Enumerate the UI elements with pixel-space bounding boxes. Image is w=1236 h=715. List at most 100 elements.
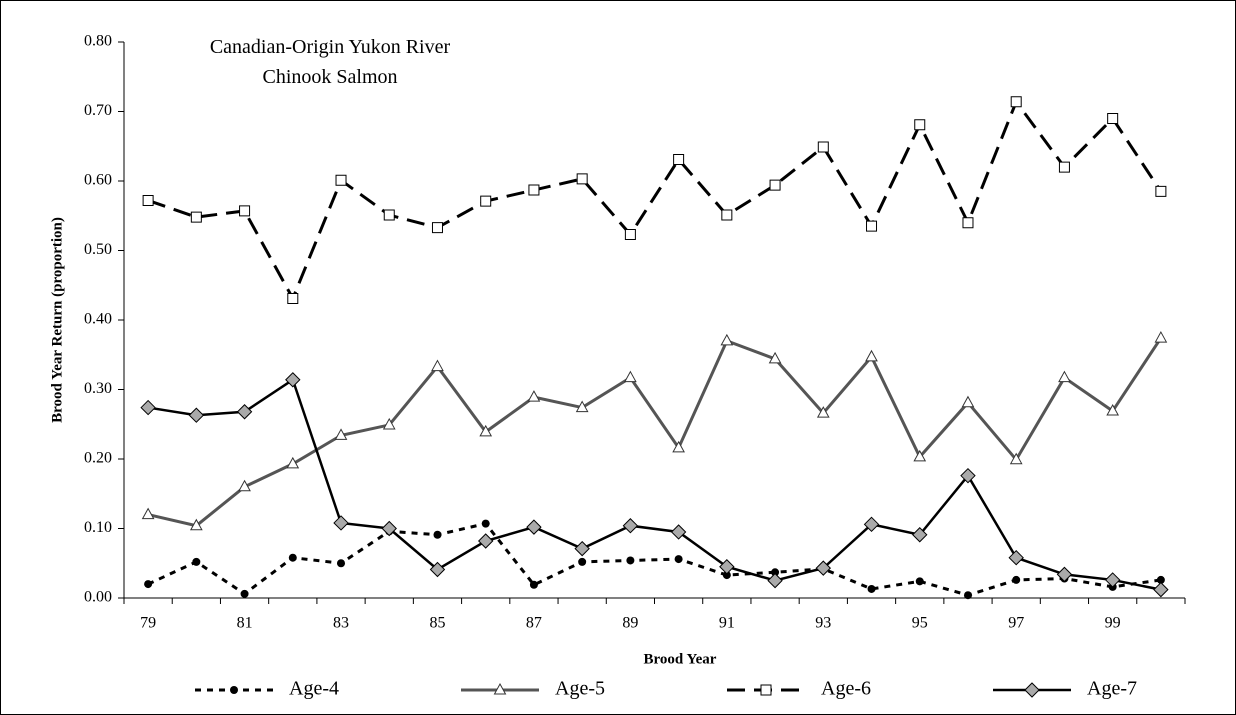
point [767,572,783,589]
point [576,173,588,185]
point [1153,581,1169,598]
point [1155,185,1167,197]
point [334,428,348,440]
point [142,194,154,206]
point [721,209,733,221]
point [626,556,635,565]
point [383,209,395,221]
y-tick-label: 0.00 [84,589,112,606]
point [1012,575,1021,584]
y-tick-label: 0.80 [84,33,112,50]
x-tick-label: 79 [140,615,156,632]
legend-marker [230,686,238,694]
point [863,516,880,533]
point [817,141,829,153]
x-tick-label: 87 [526,615,542,632]
y-tick-label: 0.70 [84,102,112,119]
point [240,589,249,598]
point [239,205,251,217]
point [144,580,153,589]
point [1009,452,1023,465]
y-tick-label: 0.20 [84,450,112,467]
point [1058,370,1071,383]
point [477,533,494,549]
point [1154,331,1168,343]
y-tick-label: 0.60 [84,172,112,189]
point [189,518,203,531]
y-tick-label: 0.50 [84,241,112,258]
point [433,530,442,539]
point [1104,572,1121,588]
legend-label: Age-4 [289,678,339,700]
y-axis-title: Brood Year Return (proportion) [49,217,65,423]
point [1058,161,1070,173]
point [574,540,590,557]
point [771,568,780,577]
point [141,507,155,520]
point [914,119,926,131]
point [768,351,782,364]
point [624,229,636,241]
x-tick-label: 85 [429,615,445,632]
point [865,349,878,362]
point [624,370,637,383]
point [575,400,589,413]
legend-label: Age-6 [821,678,871,700]
x-tick-label: 89 [622,615,638,632]
point [382,417,396,430]
point [915,577,924,586]
point [1107,112,1119,124]
point [674,555,683,564]
x-tick-label: 95 [912,615,928,632]
point [912,527,928,543]
point [528,184,540,196]
point [670,524,687,540]
x-tick-label: 99 [1105,615,1121,632]
chart-title: Canadian-Origin Yukon River Chinook Salm… [209,36,451,88]
legend-label: Age-5 [555,678,605,700]
point [1056,566,1073,583]
point [1156,575,1165,584]
legend-label: Age-7 [1087,678,1137,700]
point [285,372,301,388]
point [913,449,927,462]
point [673,153,685,165]
point [1008,549,1024,566]
point [1106,404,1120,416]
x-axis-title: Brood Year [644,651,717,667]
point [867,584,876,593]
point [960,467,976,484]
y-tick-label: 0.30 [84,380,112,397]
point [578,557,587,566]
point [526,519,542,535]
x-tick-label: 97 [1008,615,1024,632]
legend-marker [493,682,507,695]
point [286,456,300,469]
point [429,561,446,578]
point [192,557,201,566]
x-tick-label: 91 [719,615,735,632]
legend-marker [760,684,772,696]
point [381,520,397,537]
y-tick-label: 0.40 [84,311,112,328]
point [287,292,299,304]
point [1010,96,1022,108]
point [961,395,975,408]
point [238,479,251,492]
legend-marker [1024,682,1040,698]
series-line [147,521,1162,597]
point [962,217,974,229]
point [816,406,830,418]
x-tick-label: 81 [237,615,253,632]
point [866,220,878,232]
series-line [147,337,1163,528]
y-tick-label: 0.10 [84,519,112,536]
series-line [147,98,1163,302]
point [236,404,253,420]
point [480,195,492,207]
point [529,580,538,589]
point [815,560,832,576]
